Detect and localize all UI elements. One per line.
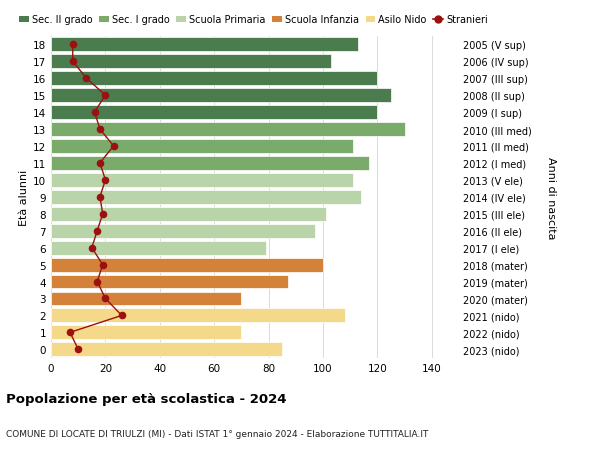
Point — [87, 245, 97, 252]
Legend: Sec. II grado, Sec. I grado, Scuola Primaria, Scuola Infanzia, Asilo Nido, Stran: Sec. II grado, Sec. I grado, Scuola Prim… — [19, 16, 488, 25]
Y-axis label: Anni di nascita: Anni di nascita — [546, 156, 556, 239]
Bar — [51, 55, 331, 69]
Point — [101, 177, 110, 184]
Bar — [51, 89, 391, 103]
Bar — [51, 275, 287, 289]
Bar — [51, 207, 326, 221]
Point — [117, 312, 127, 319]
Bar — [51, 309, 345, 323]
Bar — [51, 292, 241, 306]
Point — [98, 261, 107, 269]
Text: Popolazione per età scolastica - 2024: Popolazione per età scolastica - 2024 — [6, 392, 287, 405]
Bar — [51, 326, 241, 340]
Point — [98, 211, 107, 218]
Text: COMUNE DI LOCATE DI TRIULZI (MI) - Dati ISTAT 1° gennaio 2024 - Elaborazione TUT: COMUNE DI LOCATE DI TRIULZI (MI) - Dati … — [6, 429, 428, 438]
Point — [90, 109, 100, 117]
Bar — [51, 72, 377, 86]
Point — [65, 329, 75, 336]
Bar — [51, 190, 361, 204]
Point — [95, 160, 105, 167]
Bar — [51, 174, 353, 187]
Point — [101, 92, 110, 100]
Bar — [51, 258, 323, 272]
Bar — [51, 106, 377, 120]
Bar — [51, 140, 353, 154]
Point — [95, 126, 105, 134]
Point — [68, 58, 77, 66]
Point — [82, 75, 91, 83]
Point — [101, 295, 110, 302]
Bar — [51, 157, 369, 170]
Bar — [51, 123, 404, 137]
Point — [95, 194, 105, 201]
Bar — [51, 224, 315, 238]
Y-axis label: Età alunni: Età alunni — [19, 169, 29, 225]
Point — [92, 278, 102, 285]
Point — [73, 346, 83, 353]
Bar — [51, 342, 282, 357]
Bar — [51, 38, 358, 52]
Point — [109, 143, 118, 150]
Point — [68, 41, 77, 49]
Bar — [51, 241, 266, 255]
Point — [92, 228, 102, 235]
